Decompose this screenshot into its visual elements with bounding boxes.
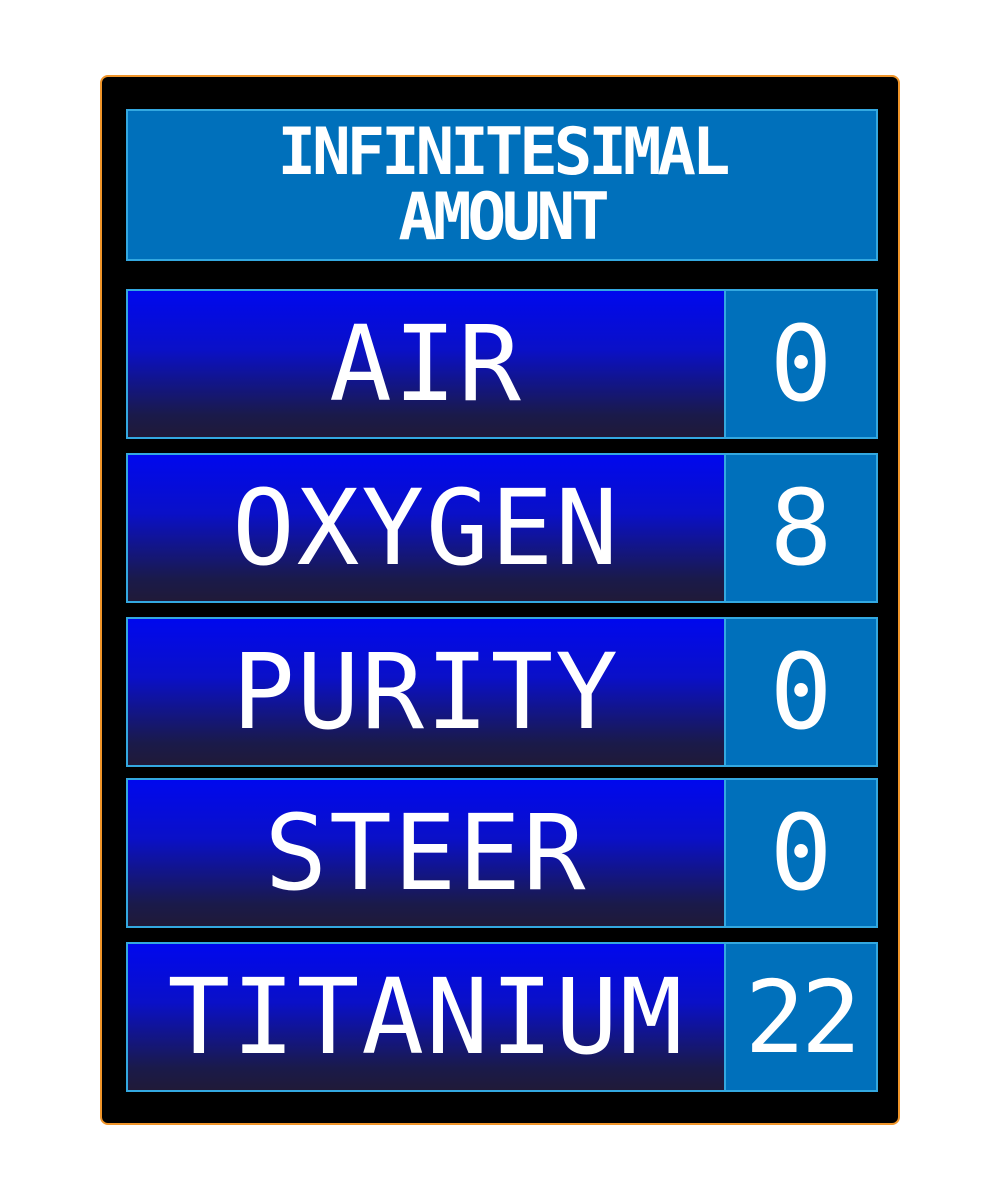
answer-points: 0 — [724, 617, 878, 767]
answer-points: 8 — [724, 453, 878, 603]
answer-row-1: AIR 0 — [126, 289, 878, 439]
answer-points: 22 — [724, 942, 878, 1092]
answer-label: PURITY — [126, 617, 726, 767]
answer-points: 0 — [724, 289, 878, 439]
question-title: INFINITESIMAL AMOUNT — [277, 114, 731, 256]
answer-row-2: OXYGEN 8 — [126, 453, 878, 603]
answer-label: STEER — [126, 778, 726, 928]
answer-label: OXYGEN — [126, 453, 726, 603]
question-header: INFINITESIMAL AMOUNT — [126, 109, 878, 261]
answer-label: TITANIUM — [126, 942, 726, 1092]
answer-row-3: PURITY 0 — [126, 617, 878, 767]
answer-row-4: STEER 0 — [126, 778, 878, 928]
answer-row-5: TITANIUM 22 — [126, 942, 878, 1092]
answer-label: AIR — [126, 289, 726, 439]
game-board: INFINITESIMAL AMOUNT AIR 0 OXYGEN 8 PURI… — [100, 75, 900, 1125]
answer-points: 0 — [724, 778, 878, 928]
